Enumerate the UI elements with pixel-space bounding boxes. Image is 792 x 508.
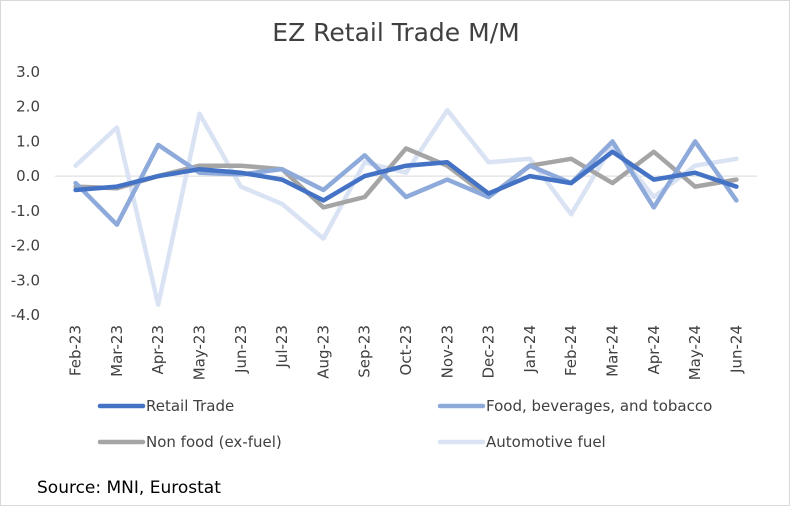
- series-line-food-beverages-and-tobacco: [73, 139, 739, 227]
- x-tick-label: May-24: [686, 325, 704, 380]
- x-tick-label: Sep-23: [356, 325, 374, 378]
- x-axis: Feb-23 Mar-23 Apr-23 May-23 Jun-23 Jul-23 Aug-…: [67, 325, 746, 380]
- series-line-non-food-ex-fuel: [73, 146, 739, 210]
- source-note: Source: MNI, Eurostat: [37, 478, 221, 498]
- x-tick-label: Nov-23: [438, 325, 456, 378]
- x-tick-label: Jun-24: [727, 325, 745, 374]
- y-tick-label: -4.0: [11, 306, 40, 324]
- x-tick-label: Aug-23: [314, 325, 332, 379]
- y-tick-label: 3.0: [16, 63, 40, 81]
- x-tick-label: Feb-24: [562, 325, 580, 376]
- x-tick-label: Feb-23: [67, 325, 85, 376]
- x-tick-label: Apr-24: [645, 325, 663, 375]
- chart-title: EZ Retail Trade M/M: [272, 18, 520, 47]
- y-tick-label: -2.0: [11, 237, 40, 255]
- x-tick-label: Mar-23: [108, 325, 126, 377]
- y-tick-label: 2.0: [16, 98, 40, 116]
- legend-label: Non food (ex-fuel): [146, 433, 282, 451]
- y-tick-label: 1.0: [16, 132, 40, 150]
- y-tick-label: -3.0: [11, 271, 40, 289]
- legend-label: Retail Trade: [146, 397, 234, 415]
- x-tick-label: Mar-24: [603, 325, 621, 377]
- legend-label: Food, beverages, and tobacco: [486, 397, 712, 415]
- series-lines: [73, 107, 739, 307]
- x-tick-label: Jun-23: [232, 325, 250, 374]
- legend: Retail Trade Food, beverages, and tobacco…: [97, 397, 712, 451]
- x-tick-label: Jul-23: [273, 325, 291, 369]
- x-tick-label: Oct-23: [397, 325, 415, 375]
- x-tick-label: Jan-24: [521, 325, 539, 374]
- y-tick-label: 0.0: [16, 167, 40, 185]
- x-tick-label: Apr-23: [149, 325, 167, 375]
- x-tick-label: Dec-23: [480, 325, 498, 379]
- x-tick-label: May-23: [191, 325, 209, 380]
- y-axis: 3.0 2.0 1.0 0.0 -1.0 -2.0 -3.0 -4.0: [11, 63, 40, 324]
- series-line-automotive-fuel: [73, 107, 739, 307]
- legend-label: Automotive fuel: [486, 433, 606, 451]
- series-line-retail-trade: [73, 149, 739, 203]
- y-tick-label: -1.0: [11, 202, 40, 220]
